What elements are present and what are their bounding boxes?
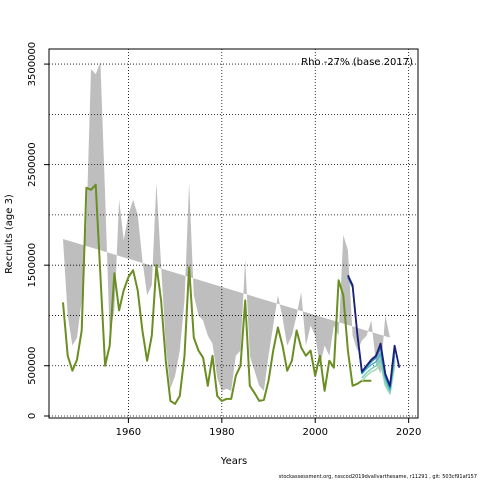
y-tick-label: 1500000 xyxy=(27,243,38,288)
series-line-retro_5 xyxy=(361,362,396,395)
series-line-retro_4 xyxy=(361,358,396,393)
uncertainty-band xyxy=(63,62,390,391)
y-tick-label: 500000 xyxy=(27,347,38,385)
y-tick-label: 3500000 xyxy=(27,42,38,87)
x-axis-title: Years xyxy=(220,456,247,467)
x-tick-label: 1960 xyxy=(116,427,141,438)
y-tick-label: 0 xyxy=(27,413,38,419)
x-tick-label: 2020 xyxy=(396,427,421,438)
chart-title: Rho -27% (base 2017) xyxy=(301,57,413,68)
footer-note: stockassessment.org, nsscod2019dvallvart… xyxy=(279,474,477,480)
series-line-main xyxy=(62,183,372,405)
axes: 1960 1980 2000 2020 0 500000 1500000 2500000 350… xyxy=(27,42,421,438)
x-tick-label: 1980 xyxy=(209,427,234,438)
y-tick-label: 2500000 xyxy=(27,142,38,187)
x-tick-label: 2000 xyxy=(303,427,328,438)
plot-frame xyxy=(48,48,419,419)
series-line-retro_1 xyxy=(347,274,401,387)
confidence-band xyxy=(63,62,390,391)
series-lines xyxy=(62,183,401,405)
y-axis-title: Recruits (age 3) xyxy=(4,194,15,274)
